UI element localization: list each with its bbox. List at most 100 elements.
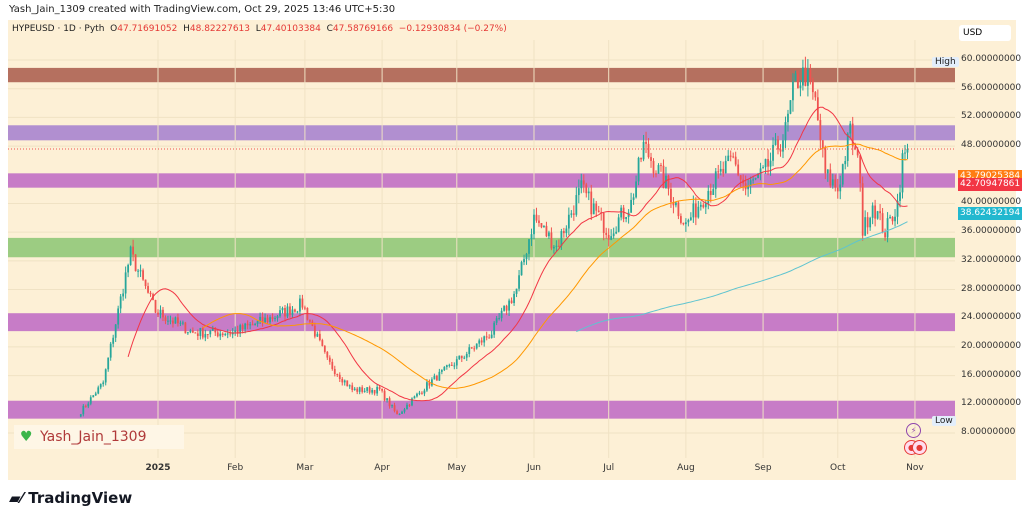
- candle-body: [777, 139, 779, 150]
- time-tick: Jun: [526, 463, 542, 473]
- candle-body: [107, 357, 110, 370]
- candle-body: [739, 175, 742, 180]
- low-value: 47.40103384: [260, 24, 321, 34]
- time-tick: Apr: [374, 463, 390, 473]
- candle-body: [515, 288, 518, 294]
- candle-body: [565, 228, 568, 234]
- candle-body: [368, 387, 371, 393]
- candle-body: [697, 206, 700, 218]
- candle-body: [294, 309, 296, 312]
- candle-body: [717, 171, 720, 173]
- tradingview-logo[interactable]: ⁠▰⁄ TradingView: [9, 489, 132, 507]
- candle-body: [876, 211, 879, 219]
- candle-body: [792, 81, 794, 101]
- candle-body: [460, 355, 463, 359]
- candle-body: [346, 380, 349, 387]
- candle-body: [336, 374, 339, 376]
- candle-body: [214, 327, 217, 333]
- candle-body: [874, 205, 877, 219]
- candle-body: [533, 214, 535, 235]
- lightning-event-icon[interactable]: ⚡: [906, 423, 921, 438]
- candle-body: [416, 393, 418, 397]
- candle-body: [186, 332, 189, 334]
- us-flag-event-icon[interactable]: ●: [912, 440, 927, 455]
- candle-body: [503, 305, 506, 311]
- zone-band: [8, 313, 955, 332]
- candle-body: [861, 183, 864, 236]
- logo-text: TradingView: [28, 489, 133, 507]
- candle-body: [331, 361, 334, 369]
- zone-band: [8, 400, 955, 419]
- candle-body: [438, 371, 441, 381]
- candle-body: [906, 149, 909, 153]
- candle-body: [204, 334, 207, 338]
- time-tick: 2025: [145, 463, 171, 473]
- candle-body: [592, 203, 595, 215]
- candle-body: [670, 188, 672, 203]
- candle-body: [802, 67, 804, 86]
- candle-body: [473, 348, 476, 350]
- candle-body: [779, 149, 782, 152]
- ma-fast-line: [127, 106, 908, 402]
- candle-body: [209, 330, 212, 335]
- candle-body: [124, 272, 127, 294]
- candle-body: [729, 155, 732, 157]
- candle-body: [448, 364, 451, 366]
- candle-body: [433, 375, 436, 380]
- time-tick: Feb: [227, 463, 244, 473]
- currency-button[interactable]: USD: [959, 25, 1011, 41]
- candle-body: [612, 233, 615, 237]
- candle-body: [528, 239, 530, 254]
- candle-body: [483, 336, 486, 343]
- candle-body: [854, 146, 857, 149]
- zone-band: [8, 125, 955, 141]
- candle-body: [595, 203, 598, 211]
- candle-body: [139, 270, 142, 272]
- price-tick: 28.00000000: [961, 283, 1022, 294]
- high-marker: High: [932, 57, 959, 67]
- candle-body: [719, 168, 722, 172]
- candle-body: [580, 180, 583, 189]
- price-tick: 32.00000000: [961, 254, 1022, 265]
- candle-body: [737, 164, 740, 176]
- candle-body: [423, 390, 426, 394]
- candle-body: [759, 168, 762, 174]
- candle-body: [269, 317, 271, 323]
- candle-body: [530, 234, 533, 240]
- candle-body: [630, 199, 632, 213]
- candle-body: [560, 231, 563, 246]
- watermark-text: Yash_Jain_1309: [40, 429, 147, 445]
- candle-body: [682, 222, 685, 225]
- change-value: −0.12930834 (−0.27%): [398, 24, 507, 34]
- candle-body: [587, 191, 590, 194]
- candle-body: [884, 232, 886, 238]
- candle-body: [301, 298, 304, 308]
- candle-body: [259, 316, 261, 321]
- candle-body: [341, 379, 344, 383]
- candle-body: [99, 384, 102, 388]
- candle-body: [891, 216, 894, 222]
- candle-body: [313, 325, 316, 337]
- candle-body: [361, 387, 364, 392]
- candle-body: [276, 316, 279, 319]
- author-watermark: ♥ Yash_Jain_1309: [14, 425, 184, 449]
- candle-body: [794, 73, 797, 82]
- candle-body: [632, 197, 635, 200]
- candle-body: [856, 148, 859, 156]
- candle-body: [839, 184, 842, 192]
- candle-body: [191, 330, 194, 333]
- candle-body: [239, 325, 242, 334]
- candle-body: [610, 236, 613, 240]
- candle-body: [167, 320, 169, 322]
- candle-body: [655, 173, 657, 175]
- candle-body: [157, 312, 159, 315]
- candle-body: [637, 157, 640, 182]
- candle-body: [79, 414, 82, 417]
- candle-body: [398, 413, 401, 415]
- candle-body: [543, 225, 545, 228]
- candle-body: [523, 259, 525, 263]
- candle-body: [707, 190, 710, 204]
- time-tick: May: [447, 463, 467, 473]
- ma-slow-line: [576, 221, 908, 333]
